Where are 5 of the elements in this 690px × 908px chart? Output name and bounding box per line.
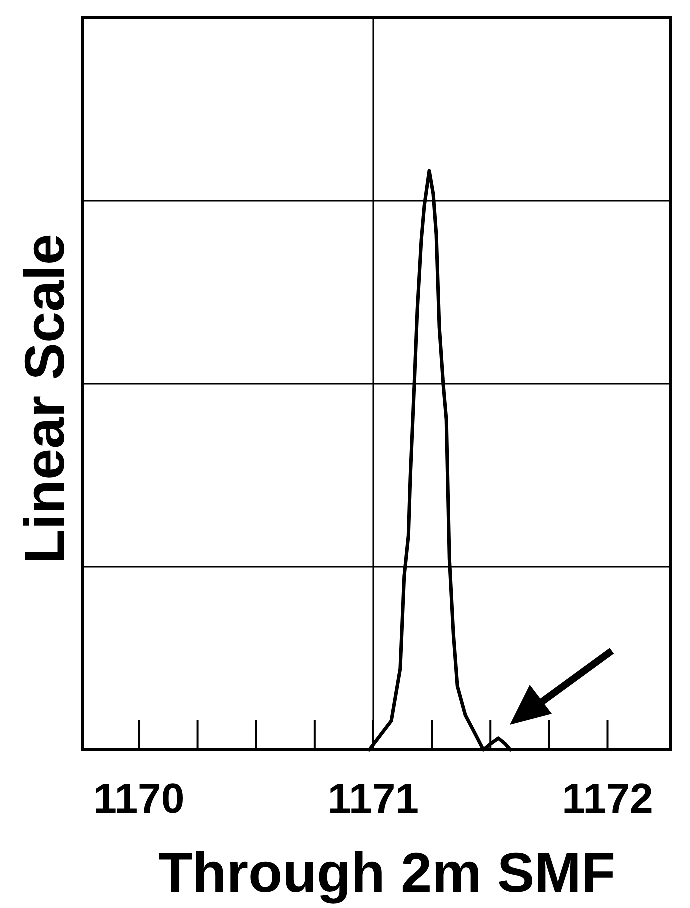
x-tick-label: 1172 (562, 774, 654, 822)
x-axis-title: Through 2m SMF (158, 841, 616, 904)
x-tick-label: 1170 (94, 774, 185, 822)
x-tick-label: 1171 (328, 774, 420, 822)
y-axis-title: Linear Scale (13, 234, 76, 564)
